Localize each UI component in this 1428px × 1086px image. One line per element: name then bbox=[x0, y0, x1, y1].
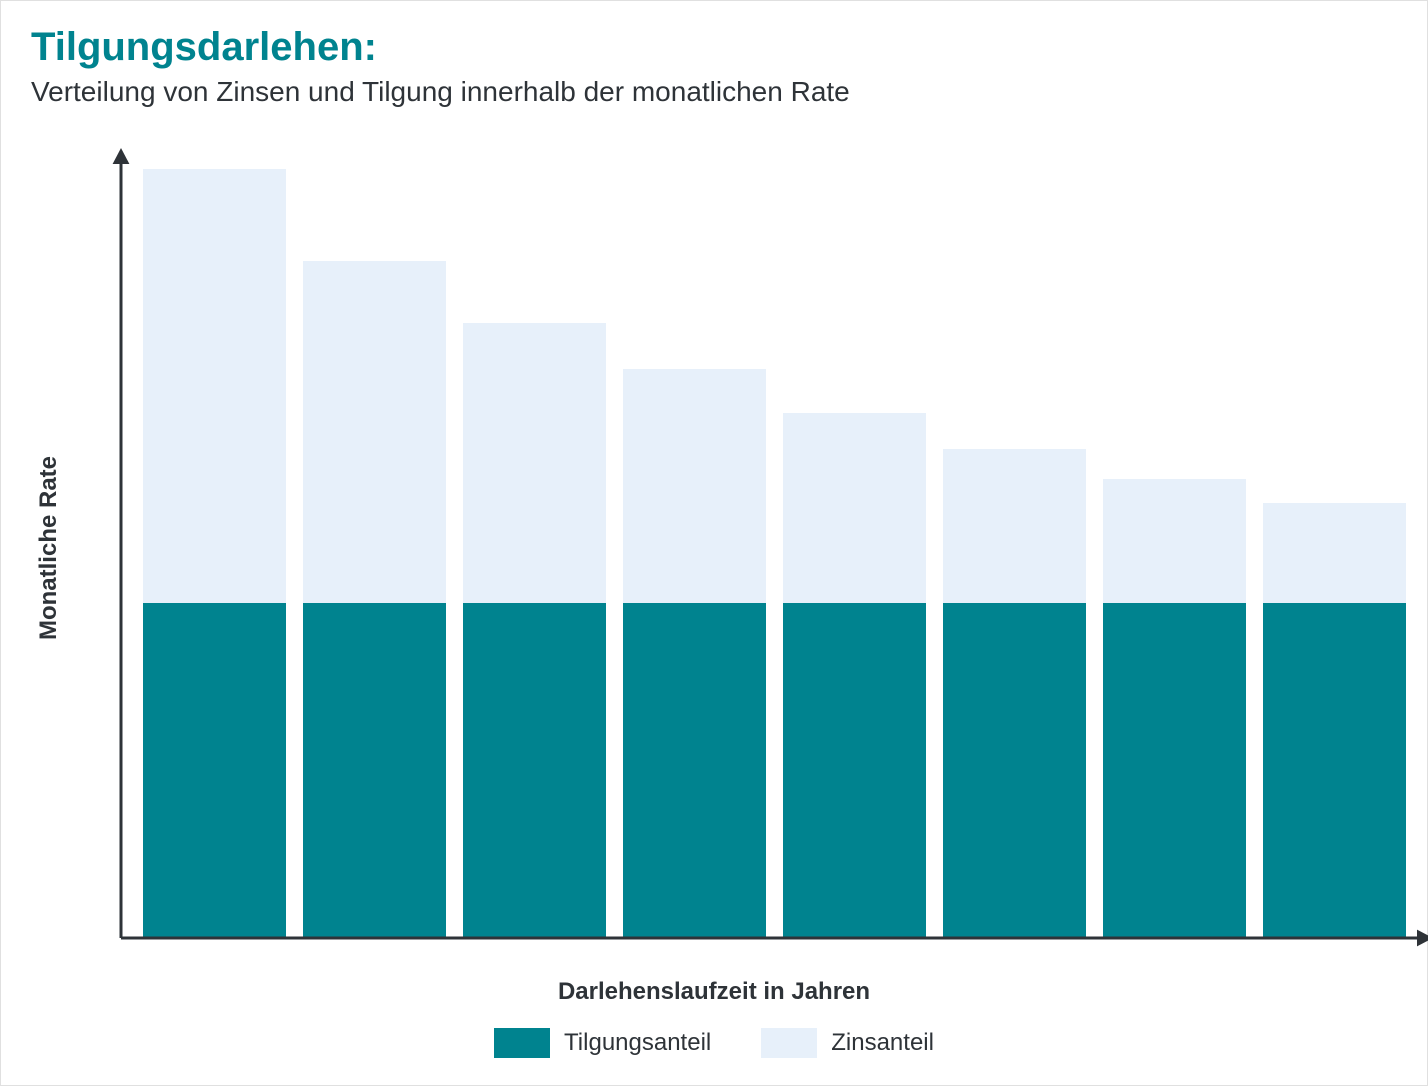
chart-svg bbox=[101, 138, 1428, 958]
chart-plot bbox=[101, 138, 1387, 958]
bar-tilgung bbox=[943, 603, 1086, 938]
bar-tilgung bbox=[1263, 603, 1406, 938]
bar-zins bbox=[463, 323, 606, 603]
legend-swatch-tilgung bbox=[494, 1028, 550, 1058]
bar-zins bbox=[1103, 479, 1246, 603]
x-axis-arrow bbox=[1417, 930, 1428, 947]
chart-title: Tilgungsdarlehen: bbox=[31, 25, 1397, 70]
chart-card: Tilgungsdarlehen: Verteilung von Zinsen … bbox=[0, 0, 1428, 1086]
bar-zins bbox=[623, 369, 766, 603]
bar-zins bbox=[303, 261, 446, 603]
bar-tilgung bbox=[623, 603, 766, 938]
chart-legend: Tilgungsanteil Zinsanteil bbox=[31, 1028, 1397, 1058]
y-axis-label: Monatliche Rate bbox=[35, 456, 63, 640]
x-axis-label: Darlehenslaufzeit in Jahren bbox=[31, 978, 1397, 1006]
bar-tilgung bbox=[463, 603, 606, 938]
bar-zins bbox=[1263, 503, 1406, 603]
chart-area: Monatliche Rate bbox=[31, 138, 1397, 958]
bar-zins bbox=[783, 413, 926, 603]
legend-item-zins: Zinsanteil bbox=[761, 1028, 934, 1058]
bar-tilgung bbox=[783, 603, 926, 938]
y-axis-arrow bbox=[113, 148, 130, 164]
legend-item-tilgung: Tilgungsanteil bbox=[494, 1028, 711, 1058]
bar-tilgung bbox=[143, 603, 286, 938]
legend-label-zins: Zinsanteil bbox=[831, 1029, 934, 1057]
bar-zins bbox=[143, 169, 286, 603]
bar-tilgung bbox=[303, 603, 446, 938]
legend-swatch-zins bbox=[761, 1028, 817, 1058]
legend-label-tilgung: Tilgungsanteil bbox=[564, 1029, 711, 1057]
bar-tilgung bbox=[1103, 603, 1246, 938]
bar-zins bbox=[943, 449, 1086, 603]
chart-subtitle: Verteilung von Zinsen und Tilgung innerh… bbox=[31, 76, 1397, 108]
